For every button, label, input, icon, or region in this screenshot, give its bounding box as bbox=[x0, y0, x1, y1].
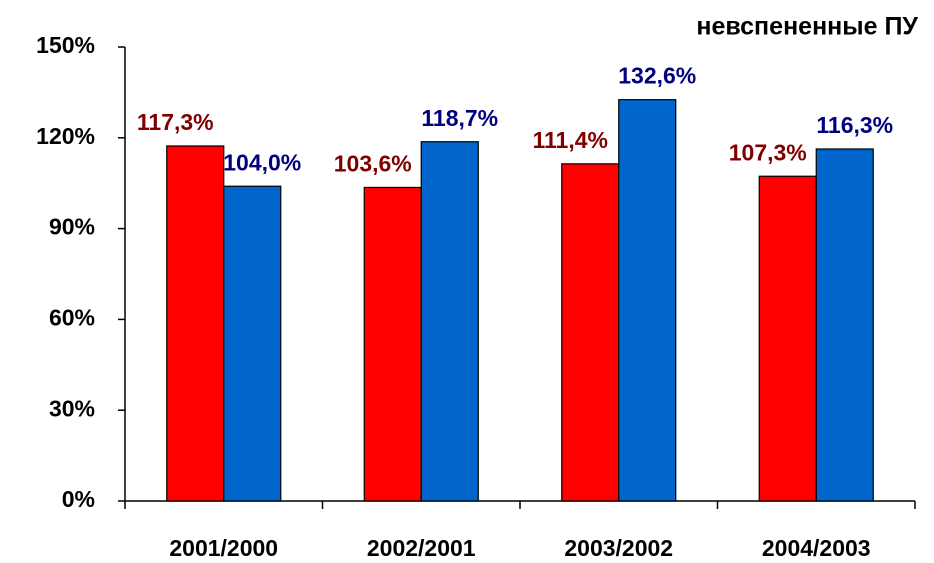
x-tick-label: 2004/2003 bbox=[762, 535, 871, 561]
x-tick-label: 2002/2001 bbox=[367, 535, 476, 561]
bar bbox=[363, 186, 422, 502]
bar bbox=[815, 148, 874, 502]
value-label: 111,4% bbox=[533, 127, 608, 153]
bar bbox=[223, 185, 282, 502]
y-tick-label: 150% bbox=[36, 32, 95, 58]
value-label: 103,6% bbox=[334, 151, 412, 177]
bar bbox=[166, 145, 225, 502]
value-label: 104,0% bbox=[223, 149, 301, 175]
y-tick-label: 60% bbox=[49, 304, 95, 330]
bar bbox=[561, 163, 620, 502]
y-tick-label: 30% bbox=[49, 395, 95, 421]
value-label: 118,7% bbox=[421, 105, 498, 131]
bar bbox=[618, 99, 677, 502]
bar bbox=[758, 175, 817, 502]
y-tick-label: 120% bbox=[36, 123, 95, 149]
x-tick-label: 2003/2002 bbox=[564, 535, 673, 561]
value-label: 116,3% bbox=[816, 112, 893, 138]
x-tick-label: 2001/2000 bbox=[169, 535, 278, 561]
y-tick-label: 90% bbox=[49, 214, 95, 240]
value-label: 132,6% bbox=[618, 63, 696, 89]
value-label: 107,3% bbox=[729, 139, 807, 165]
chart-title: невспененные ПУ bbox=[696, 13, 918, 41]
y-tick-label: 0% bbox=[62, 486, 95, 512]
value-label: 117,3% bbox=[137, 109, 214, 135]
bar bbox=[420, 141, 479, 502]
